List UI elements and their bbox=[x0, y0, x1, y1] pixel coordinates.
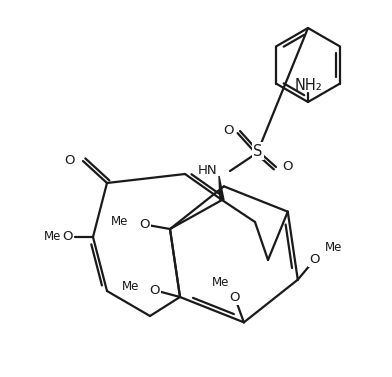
Text: NH₂: NH₂ bbox=[295, 78, 323, 93]
Text: HN: HN bbox=[198, 164, 217, 178]
Text: O: O bbox=[309, 253, 320, 266]
Text: O: O bbox=[65, 153, 75, 167]
Text: O: O bbox=[309, 253, 320, 266]
Text: Me: Me bbox=[44, 230, 62, 244]
Polygon shape bbox=[219, 176, 224, 200]
Text: S: S bbox=[253, 144, 263, 158]
Text: O: O bbox=[63, 230, 73, 244]
Text: Me: Me bbox=[111, 215, 129, 228]
Text: O: O bbox=[230, 291, 240, 304]
Text: O: O bbox=[150, 284, 160, 297]
Text: O: O bbox=[223, 124, 234, 138]
Text: S: S bbox=[253, 144, 263, 158]
Text: Me: Me bbox=[325, 241, 342, 254]
Text: O: O bbox=[63, 230, 73, 244]
Text: O: O bbox=[150, 284, 160, 297]
Text: O: O bbox=[139, 218, 150, 231]
Text: Me: Me bbox=[212, 276, 230, 290]
Text: O: O bbox=[282, 161, 292, 173]
Text: O: O bbox=[230, 291, 240, 304]
Text: O: O bbox=[139, 218, 150, 231]
Text: Me: Me bbox=[122, 280, 140, 293]
